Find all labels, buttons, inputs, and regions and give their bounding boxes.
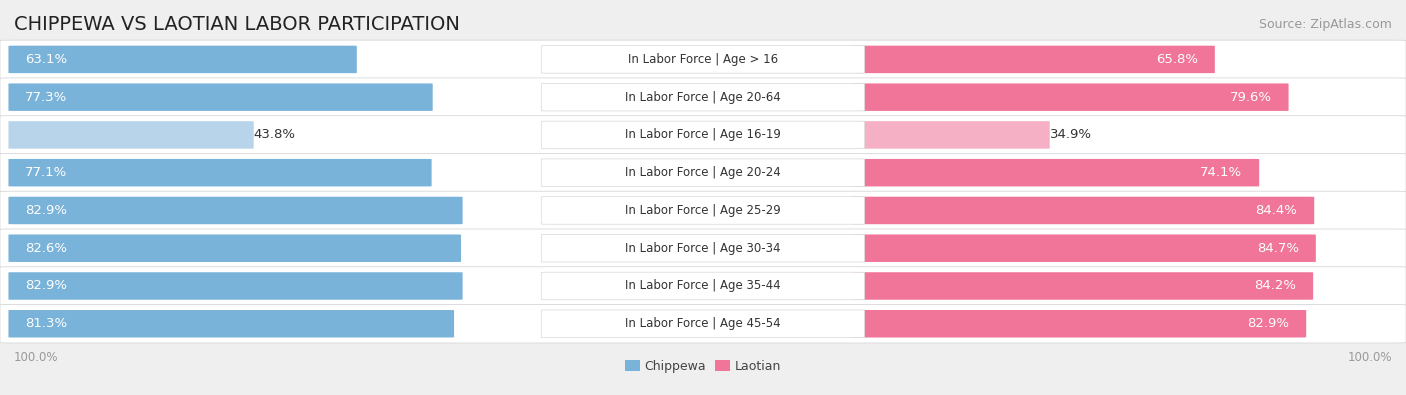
FancyBboxPatch shape [852, 310, 1306, 337]
FancyBboxPatch shape [0, 191, 1406, 230]
FancyBboxPatch shape [541, 272, 865, 300]
FancyBboxPatch shape [852, 83, 1288, 111]
FancyBboxPatch shape [8, 159, 432, 186]
Text: 77.3%: 77.3% [25, 91, 67, 103]
Legend: Chippewa, Laotian: Chippewa, Laotian [620, 355, 786, 378]
FancyBboxPatch shape [0, 116, 1406, 154]
Text: 82.9%: 82.9% [25, 204, 67, 217]
FancyBboxPatch shape [8, 197, 463, 224]
Text: 100.0%: 100.0% [1347, 351, 1392, 364]
FancyBboxPatch shape [8, 46, 357, 73]
FancyBboxPatch shape [541, 83, 865, 111]
FancyBboxPatch shape [852, 235, 1316, 262]
FancyBboxPatch shape [0, 305, 1406, 343]
Text: In Labor Force | Age > 16: In Labor Force | Age > 16 [628, 53, 778, 66]
FancyBboxPatch shape [8, 272, 463, 300]
FancyBboxPatch shape [852, 272, 1313, 300]
Text: CHIPPEWA VS LAOTIAN LABOR PARTICIPATION: CHIPPEWA VS LAOTIAN LABOR PARTICIPATION [14, 15, 460, 34]
Text: 65.8%: 65.8% [1156, 53, 1198, 66]
Text: In Labor Force | Age 16-19: In Labor Force | Age 16-19 [626, 128, 780, 141]
FancyBboxPatch shape [852, 46, 1215, 73]
FancyBboxPatch shape [852, 159, 1260, 186]
FancyBboxPatch shape [0, 267, 1406, 305]
Text: 82.9%: 82.9% [1247, 317, 1289, 330]
Text: 82.6%: 82.6% [25, 242, 67, 255]
Text: 81.3%: 81.3% [25, 317, 67, 330]
Text: In Labor Force | Age 35-44: In Labor Force | Age 35-44 [626, 280, 780, 292]
FancyBboxPatch shape [541, 45, 865, 73]
Text: 84.4%: 84.4% [1256, 204, 1298, 217]
FancyBboxPatch shape [541, 197, 865, 224]
FancyBboxPatch shape [8, 83, 433, 111]
Text: 63.1%: 63.1% [25, 53, 67, 66]
Text: In Labor Force | Age 20-64: In Labor Force | Age 20-64 [626, 91, 780, 103]
FancyBboxPatch shape [541, 121, 865, 149]
Text: 79.6%: 79.6% [1230, 91, 1271, 103]
FancyBboxPatch shape [852, 121, 1050, 149]
Text: 84.7%: 84.7% [1257, 242, 1299, 255]
FancyBboxPatch shape [0, 229, 1406, 267]
FancyBboxPatch shape [541, 235, 865, 262]
FancyBboxPatch shape [541, 310, 865, 338]
Text: 100.0%: 100.0% [14, 351, 59, 364]
FancyBboxPatch shape [852, 197, 1315, 224]
FancyBboxPatch shape [541, 159, 865, 186]
Text: 34.9%: 34.9% [1050, 128, 1091, 141]
Text: In Labor Force | Age 25-29: In Labor Force | Age 25-29 [626, 204, 780, 217]
Text: In Labor Force | Age 30-34: In Labor Force | Age 30-34 [626, 242, 780, 255]
Text: 82.9%: 82.9% [25, 280, 67, 292]
FancyBboxPatch shape [0, 78, 1406, 117]
FancyBboxPatch shape [0, 153, 1406, 192]
Text: In Labor Force | Age 20-24: In Labor Force | Age 20-24 [626, 166, 780, 179]
Text: 77.1%: 77.1% [25, 166, 67, 179]
FancyBboxPatch shape [8, 235, 461, 262]
FancyBboxPatch shape [8, 310, 454, 337]
Text: 74.1%: 74.1% [1201, 166, 1243, 179]
Text: 43.8%: 43.8% [253, 128, 295, 141]
Text: 84.2%: 84.2% [1254, 280, 1296, 292]
Text: Source: ZipAtlas.com: Source: ZipAtlas.com [1258, 18, 1392, 31]
Text: In Labor Force | Age 45-54: In Labor Force | Age 45-54 [626, 317, 780, 330]
FancyBboxPatch shape [0, 40, 1406, 79]
FancyBboxPatch shape [8, 121, 253, 149]
